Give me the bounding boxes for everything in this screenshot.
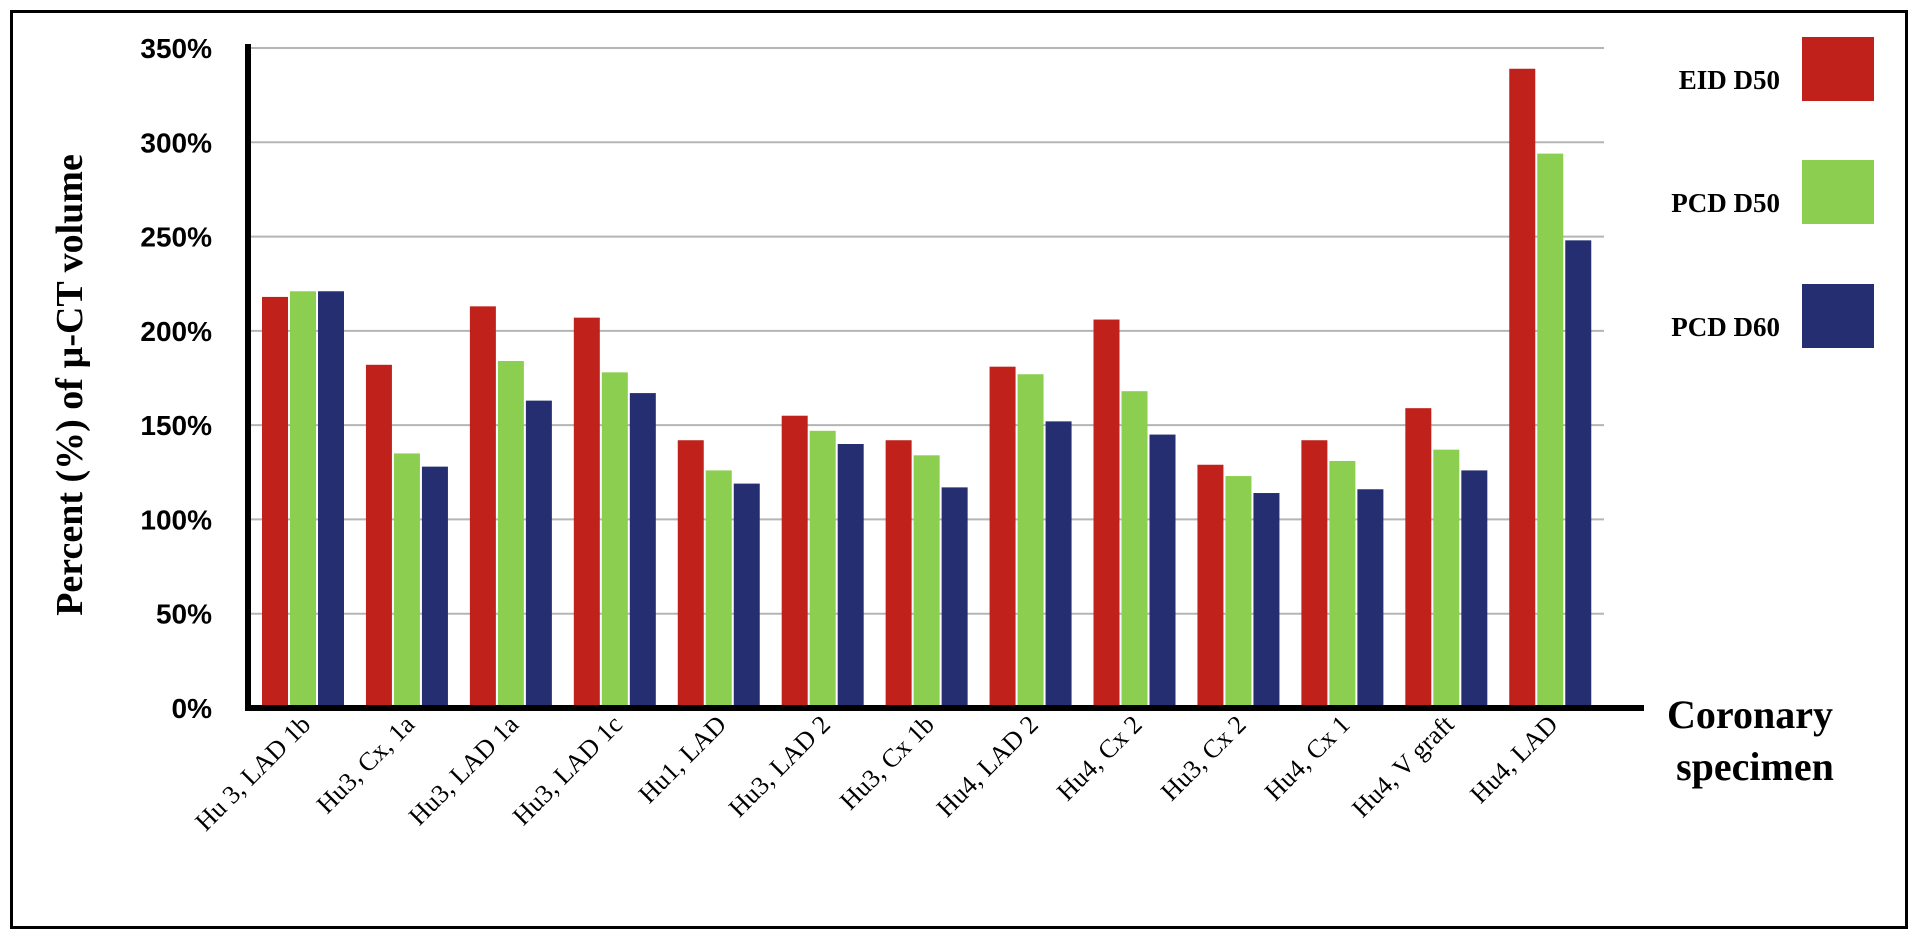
bar-eid-d50 bbox=[781, 415, 808, 708]
bar-pcd-d50 bbox=[1433, 449, 1460, 708]
x-tick-label: Hu4, LAD 2 bbox=[931, 710, 1044, 823]
bar-pcd-d50 bbox=[497, 361, 524, 708]
bar-pcd-d60 bbox=[733, 483, 760, 708]
x-tick-label: Hu3, Cx, 1a bbox=[311, 709, 421, 819]
legend-label: PCD D60 bbox=[1671, 312, 1780, 342]
bar-eid-d50 bbox=[1301, 440, 1328, 708]
bar-pcd-d60 bbox=[1253, 493, 1280, 708]
bar-eid-d50 bbox=[1509, 68, 1536, 708]
y-tick-label: 250% bbox=[140, 222, 212, 253]
bar-eid-d50 bbox=[262, 296, 288, 708]
bar-pcd-d50 bbox=[393, 453, 420, 708]
bar-pcd-d50 bbox=[601, 372, 628, 708]
bar-pcd-d60 bbox=[1045, 421, 1072, 708]
x-tick-label: Hu3, LAD 1a bbox=[403, 709, 524, 830]
bar-pcd-d60 bbox=[1565, 240, 1592, 709]
bar-pcd-d60 bbox=[421, 466, 448, 708]
x-axis-title-line-2: specimen bbox=[1676, 744, 1834, 789]
legend-label: PCD D50 bbox=[1671, 188, 1780, 218]
x-tick-label: Hu4, V graft bbox=[1346, 709, 1460, 823]
bar-eid-d50 bbox=[1197, 464, 1224, 708]
bar-eid-d50 bbox=[677, 440, 704, 708]
bar-pcd-d50 bbox=[913, 455, 940, 708]
bar-pcd-d50 bbox=[1017, 374, 1044, 708]
y-tick-label: 100% bbox=[140, 504, 212, 535]
x-tick-label: Hu4, LAD bbox=[1464, 710, 1563, 809]
x-axis-title: Coronary specimen bbox=[1667, 692, 1843, 789]
y-tick-label: 200% bbox=[140, 316, 212, 347]
legend-swatch-pcd-d50 bbox=[1802, 160, 1874, 224]
y-axis-title: Percent (%) of µ-CT volume bbox=[49, 154, 91, 616]
y-tick-label: 150% bbox=[140, 410, 212, 441]
bar-pcd-d60 bbox=[1357, 489, 1384, 708]
bar-eid-d50 bbox=[1405, 408, 1432, 708]
x-tick-label: Hu4, Cx 1 bbox=[1259, 710, 1356, 807]
bar-pcd-d60 bbox=[941, 487, 968, 708]
bar-pcd-d60 bbox=[525, 400, 552, 708]
legend-label: EID D50 bbox=[1679, 65, 1780, 95]
bar-pcd-d60 bbox=[837, 444, 864, 708]
x-tick-label: Hu3, Cx 1b bbox=[834, 710, 940, 816]
bar-pcd-d50 bbox=[1121, 391, 1148, 708]
bar-pcd-d60 bbox=[1461, 470, 1488, 708]
y-tick-labels: 0% 50% 100% 150% 200% 250% 300% 350% bbox=[140, 33, 212, 724]
axes bbox=[245, 44, 1644, 711]
bar-pcd-d60 bbox=[629, 393, 656, 708]
bar-pcd-d50 bbox=[1329, 460, 1356, 708]
bar-eid-d50 bbox=[885, 440, 912, 708]
bar-pcd-d50 bbox=[705, 470, 732, 708]
bar-pcd-d50 bbox=[1537, 153, 1564, 709]
bars bbox=[262, 68, 1592, 709]
legend: EID D50 PCD D50 PCD D60 bbox=[1671, 37, 1874, 348]
x-tick-label: Hu1, LAD bbox=[633, 710, 732, 809]
bar-eid-d50 bbox=[365, 364, 392, 708]
legend-swatch-eid-d50 bbox=[1802, 37, 1874, 101]
x-axis-title-line-1: Coronary bbox=[1667, 692, 1833, 737]
bar-pcd-d60 bbox=[318, 291, 344, 708]
bar-eid-d50 bbox=[1093, 319, 1120, 708]
x-tick-label: Hu3, Cx 2 bbox=[1155, 710, 1252, 807]
bar-pcd-d50 bbox=[290, 291, 316, 708]
legend-swatch-pcd-d60 bbox=[1802, 284, 1874, 348]
y-tick-label: 300% bbox=[140, 127, 212, 158]
y-tick-label: 0% bbox=[172, 693, 213, 724]
y-tick-label: 350% bbox=[140, 33, 212, 64]
bar-pcd-d60 bbox=[1149, 434, 1176, 708]
bar-pcd-d50 bbox=[809, 430, 836, 708]
x-tick-label: Hu3, LAD 1c bbox=[507, 710, 628, 831]
bar-eid-d50 bbox=[573, 317, 600, 708]
x-tick-label: Hu 3, LAD 1b bbox=[190, 710, 317, 837]
bar-eid-d50 bbox=[989, 366, 1016, 708]
x-tick-label: Hu3, LAD 2 bbox=[723, 710, 836, 823]
bar-eid-d50 bbox=[469, 306, 496, 708]
bar-pcd-d50 bbox=[1225, 476, 1252, 708]
x-tick-label: Hu4, Cx 2 bbox=[1051, 710, 1148, 807]
y-tick-label: 50% bbox=[156, 599, 212, 630]
